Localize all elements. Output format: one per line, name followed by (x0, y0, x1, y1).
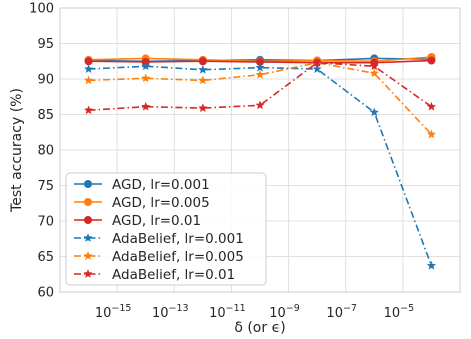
y-tick-label: 65 (37, 250, 54, 265)
x-tick-label: 10−13 (152, 303, 189, 321)
legend-marker (84, 216, 92, 224)
x-tick-label: 10−9 (269, 303, 300, 321)
data-point (84, 75, 94, 85)
x-tick-base: 10 (326, 306, 343, 321)
data-point (426, 260, 436, 270)
data-point (84, 64, 94, 73)
legend-entry: AdaBelief, lr=0.001 (74, 231, 244, 247)
data-point (255, 62, 265, 72)
data-point (369, 68, 379, 78)
legend-label: AdaBelief, lr=0.01 (112, 267, 235, 283)
series-lines (84, 52, 436, 270)
data-point (198, 75, 208, 85)
plot-frame (59, 7, 461, 293)
x-axis-label: δ (or ϵ) (234, 320, 285, 336)
legend-entry: AGD, lr=0.01 (74, 213, 201, 229)
series-4 (84, 61, 436, 270)
y-axis-label: Test accuracy (%) (9, 88, 25, 213)
y-tick-label: 85 (37, 108, 54, 123)
legend-box (65, 172, 267, 286)
legend-marker (84, 180, 92, 188)
data-point (84, 57, 93, 66)
x-tick-base: 10 (152, 306, 169, 321)
data-point (312, 64, 322, 73)
x-tick-label: 10−15 (95, 303, 132, 321)
x-tick-exponent: −13 (169, 303, 189, 314)
y-tick-labels: 60 65 70 75 80 85 90 95 100 (29, 2, 54, 301)
data-point (198, 64, 208, 74)
data-point (369, 107, 379, 117)
data-point (427, 56, 436, 65)
legend-entry: AGD, lr=0.001 (74, 177, 210, 193)
data-point (255, 100, 265, 110)
series-5 (84, 57, 436, 139)
data-point (312, 57, 322, 67)
legend-entry: AdaBelief, lr=0.005 (74, 249, 244, 265)
y-tick-label: 70 (37, 215, 54, 230)
data-point (255, 69, 265, 79)
legend-marker (83, 251, 93, 260)
grid (60, 7, 460, 293)
data-point (426, 129, 436, 139)
x-tick-exponent: −15 (111, 303, 131, 314)
x-tick-base: 10 (95, 306, 112, 321)
x-tick-exponent: −11 (226, 303, 246, 314)
y-tick-label: 80 (37, 144, 54, 159)
data-point (426, 101, 436, 111)
x-tick-exponent: −7 (343, 303, 357, 314)
data-point (141, 73, 151, 83)
x-tick-exponent: −9 (286, 303, 300, 314)
x-tick-base: 10 (209, 306, 226, 321)
series-6 (84, 57, 436, 115)
y-tick-label: 90 (37, 73, 54, 88)
data-point (84, 105, 94, 115)
x-tick-exponent: −5 (400, 303, 414, 314)
x-tick-label: 10−11 (209, 303, 246, 321)
legend-marker (84, 198, 92, 206)
x-tick-label: 10−7 (326, 303, 357, 321)
data-point (141, 61, 151, 71)
x-tick-base: 10 (269, 306, 286, 321)
legend-marker (83, 269, 93, 278)
data-point (369, 61, 379, 71)
legend-label: AGD, lr=0.001 (112, 177, 210, 193)
data-point (198, 103, 208, 112)
y-tick-label: 100 (29, 2, 54, 17)
legend-entry: AdaBelief, lr=0.01 (74, 267, 235, 283)
legend-marker (83, 233, 93, 242)
data-point (198, 57, 207, 66)
legend-entry: AGD, lr=0.005 (74, 195, 210, 211)
legend-label: AGD, lr=0.01 (112, 213, 201, 229)
data-point (141, 101, 151, 111)
y-tick-label: 75 (37, 179, 54, 194)
x-tick-base: 10 (384, 306, 401, 321)
legend-label: AdaBelief, lr=0.005 (112, 249, 244, 265)
data-point (256, 57, 264, 66)
y-tick-label: 60 (37, 286, 54, 301)
legend: AGD, lr=0.001 AGD, lr=0.005 AGD, lr=0.01 Ad… (65, 172, 267, 286)
x-tick-labels: 10−15 10−13 10−11 10−9 10−7 10−5 (95, 303, 414, 321)
x-tick-label: 10−5 (384, 303, 415, 321)
legend-label: AGD, lr=0.005 (112, 195, 210, 211)
legend-label: AdaBelief, lr=0.001 (112, 231, 244, 247)
y-tick-label: 95 (37, 37, 54, 52)
